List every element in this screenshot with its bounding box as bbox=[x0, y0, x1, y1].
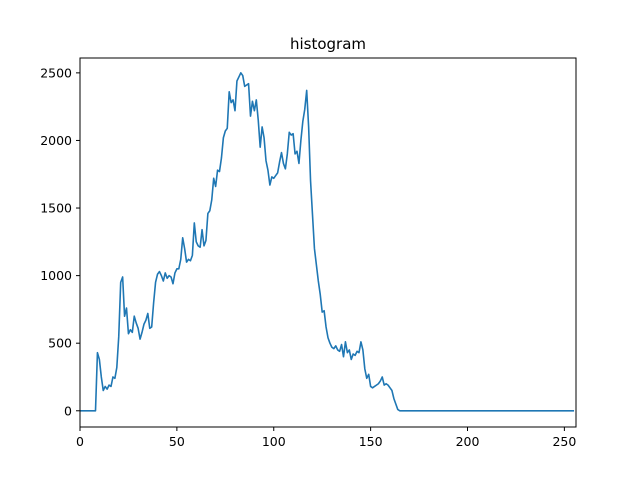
x-tick-label: 0 bbox=[76, 434, 84, 449]
y-tick-label: 2500 bbox=[40, 65, 72, 80]
x-tick-label: 250 bbox=[552, 434, 576, 449]
axes-frame bbox=[79, 57, 577, 428]
y-tick-label: 0 bbox=[64, 403, 72, 418]
x-tick-label: 100 bbox=[262, 434, 286, 449]
x-tick-label: 150 bbox=[359, 434, 383, 449]
y-tick-label: 1000 bbox=[40, 268, 72, 283]
y-tick-label: 1500 bbox=[40, 201, 72, 216]
x-tick-label: 50 bbox=[169, 434, 185, 449]
chart-title: histogram bbox=[290, 35, 366, 53]
histogram-line bbox=[80, 72, 575, 412]
y-tick-label: 2000 bbox=[40, 133, 72, 148]
plot-area bbox=[80, 72, 575, 412]
x-tick-label: 200 bbox=[456, 434, 480, 449]
y-tick-label: 500 bbox=[48, 336, 72, 351]
